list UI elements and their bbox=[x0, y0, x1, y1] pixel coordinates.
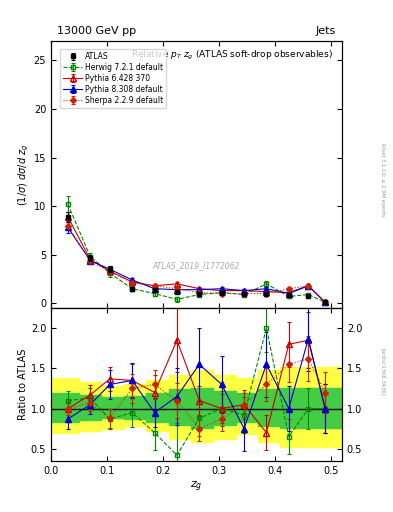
Text: Jets: Jets bbox=[316, 26, 336, 36]
X-axis label: $z_g$: $z_g$ bbox=[190, 480, 203, 494]
Text: [arXiv:1306.3436]: [arXiv:1306.3436] bbox=[381, 348, 386, 396]
Legend: ATLAS, Herwig 7.2.1 default, Pythia 6.428 370, Pythia 8.308 default, Sherpa 2.2.: ATLAS, Herwig 7.2.1 default, Pythia 6.42… bbox=[60, 49, 167, 108]
Text: Relative $p_T$ $z_g$ (ATLAS soft-drop observables): Relative $p_T$ $z_g$ (ATLAS soft-drop ob… bbox=[131, 49, 333, 62]
Text: ATLAS_2019_I1772062: ATLAS_2019_I1772062 bbox=[153, 261, 240, 270]
Text: 13000 GeV pp: 13000 GeV pp bbox=[57, 26, 136, 36]
Y-axis label: $(1/\sigma)$ $d\sigma/d$ $z_g$: $(1/\sigma)$ $d\sigma/d$ $z_g$ bbox=[17, 143, 31, 206]
Text: Rivet 3.1.10; ≥ 2.9M events: Rivet 3.1.10; ≥ 2.9M events bbox=[381, 143, 386, 217]
Y-axis label: Ratio to ATLAS: Ratio to ATLAS bbox=[18, 349, 28, 420]
